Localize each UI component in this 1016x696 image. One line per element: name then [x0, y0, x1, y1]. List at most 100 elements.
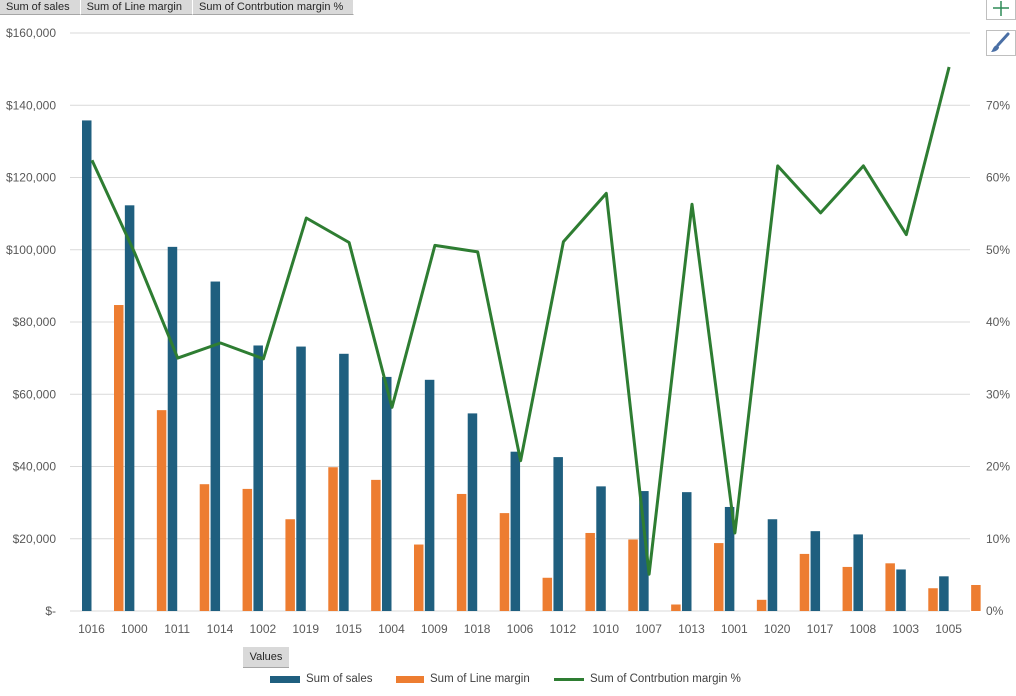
bar-line-margin	[156, 410, 167, 611]
bar-sales	[253, 345, 263, 611]
x-tick-label: 1008	[850, 622, 877, 636]
bar-sales	[767, 519, 778, 611]
bar-line-margin	[671, 604, 681, 611]
x-tick-label: 1006	[507, 622, 534, 636]
bar-line-margin	[542, 577, 553, 611]
legend-item-sales[interactable]: Sum of sales	[270, 673, 372, 685]
x-tick-label: 1005	[935, 622, 962, 636]
bar-sales	[82, 120, 92, 612]
x-tick-label: 1018	[464, 622, 491, 636]
bar-sales	[639, 491, 649, 611]
y-left-tick-label: $20,000	[13, 532, 57, 546]
bar-line-margin	[971, 584, 981, 611]
bar-sales	[853, 534, 863, 611]
values-field-button[interactable]: Values	[243, 647, 289, 668]
bar-sales	[339, 353, 349, 611]
bar-sales	[896, 569, 906, 611]
field-button-sum-of-sales[interactable]: Sum of sales	[0, 0, 81, 15]
x-tick-label: 1020	[764, 622, 791, 636]
bar-line-margin	[371, 479, 381, 611]
y-left-tick-label: $100,000	[6, 243, 56, 257]
contribution-line	[90, 66, 951, 576]
bar-line-margin	[414, 544, 424, 611]
y-left-tick-label: $120,000	[6, 171, 56, 185]
y-right-tick-label: 60%	[986, 171, 1010, 185]
y-right-tick-label: 10%	[986, 532, 1010, 546]
bar-line-margin	[114, 305, 124, 611]
y-right-tick-label: 0%	[986, 604, 1004, 618]
bar-sales	[424, 379, 435, 611]
bar-line-margin	[285, 519, 295, 611]
legend-label-contribution: Sum of Contrbution margin %	[590, 673, 741, 685]
chart-elements-button[interactable]	[986, 0, 1016, 20]
bar-line-margin	[242, 488, 253, 611]
legend-swatch-line-margin	[396, 675, 424, 683]
y-left-tick-label: $80,000	[13, 315, 57, 329]
legend-swatch-sales	[270, 675, 300, 683]
bar-sales	[382, 376, 392, 611]
x-tick-label: 1017	[807, 622, 834, 636]
x-tick-label: 1011	[164, 622, 190, 636]
bar-line-margin	[328, 467, 338, 611]
bar-line-margin	[628, 539, 638, 611]
x-tick-label: 1013	[678, 622, 705, 636]
x-tick-label: 1007	[635, 622, 662, 636]
bar-line-margin	[199, 484, 210, 611]
bar-line-margin	[585, 532, 595, 611]
bar-line-margin	[799, 553, 810, 611]
bar-sales	[296, 346, 306, 611]
chart-styles-button[interactable]	[986, 30, 1016, 56]
x-tick-label: 1002	[250, 622, 277, 636]
bar-sales	[124, 205, 135, 611]
bar-sales	[210, 281, 221, 611]
x-tick-label: 1000	[121, 622, 148, 636]
x-tick-label: 1019	[292, 622, 319, 636]
y-left-tick-label: $140,000	[6, 98, 56, 112]
bar-line-margin	[456, 493, 467, 611]
bar-sales	[467, 413, 478, 611]
bar-sales	[939, 576, 949, 611]
x-tick-label: 1001	[721, 622, 748, 636]
bars	[82, 120, 981, 612]
field-button-sum-of-line-margin[interactable]: Sum of Line margin	[80, 0, 193, 15]
x-tick-label: 1015	[335, 622, 362, 636]
bar-line-margin	[928, 588, 938, 611]
x-tick-label: 1016	[78, 622, 105, 636]
y-right-tick-label: 70%	[986, 98, 1010, 112]
y-right-tick-label: 50%	[986, 243, 1010, 257]
bar-sales	[596, 486, 606, 611]
legend-swatch-contribution	[554, 677, 584, 681]
bar-line-margin	[756, 599, 767, 611]
axis-labels: $- $20,000 $40,000 $60,000 $80,000 $100,000 $1…	[6, 26, 1010, 636]
y-right-tick-label: 30%	[986, 387, 1010, 401]
bar-sales	[724, 506, 735, 611]
bar-sales	[510, 451, 521, 611]
bar-sales	[810, 531, 821, 611]
bar-sales	[553, 457, 563, 611]
x-tick-label: 1010	[592, 622, 619, 636]
y-left-tick-label: $-	[45, 604, 56, 618]
y-left-tick-label: $160,000	[6, 26, 56, 40]
line-contribution-margin	[90, 66, 951, 576]
combo-chart: $- $20,000 $40,000 $60,000 $80,000 $100,000 $1…	[6, 26, 1010, 636]
x-tick-label: 1014	[207, 622, 234, 636]
legend-item-contribution[interactable]: Sum of Contrbution margin %	[554, 673, 741, 685]
x-tick-label: 1009	[421, 622, 448, 636]
x-tick-label: 1012	[550, 622, 577, 636]
bar-line-margin	[842, 566, 853, 611]
bar-sales	[682, 492, 692, 611]
bar-sales	[167, 246, 178, 612]
y-left-tick-label: $60,000	[13, 387, 57, 401]
x-tick-label: 1003	[892, 622, 919, 636]
y-left-tick-label: $40,000	[13, 460, 57, 474]
legend-item-line-margin[interactable]: Sum of Line margin	[396, 673, 530, 685]
legend: Sum of sales Sum of Line margin Sum of C…	[0, 673, 1016, 689]
y-right-tick-label: 20%	[986, 460, 1010, 474]
bar-line-margin	[885, 563, 895, 611]
legend-label-line-margin: Sum of Line margin	[430, 673, 530, 685]
field-button-sum-of-contribution-margin[interactable]: Sum of Contrbution margin %	[192, 0, 355, 15]
bar-line-margin	[714, 543, 724, 611]
paintbrush-icon	[991, 32, 1010, 52]
y-right-tick-label: 40%	[986, 315, 1010, 329]
legend-label-sales: Sum of sales	[306, 673, 373, 685]
